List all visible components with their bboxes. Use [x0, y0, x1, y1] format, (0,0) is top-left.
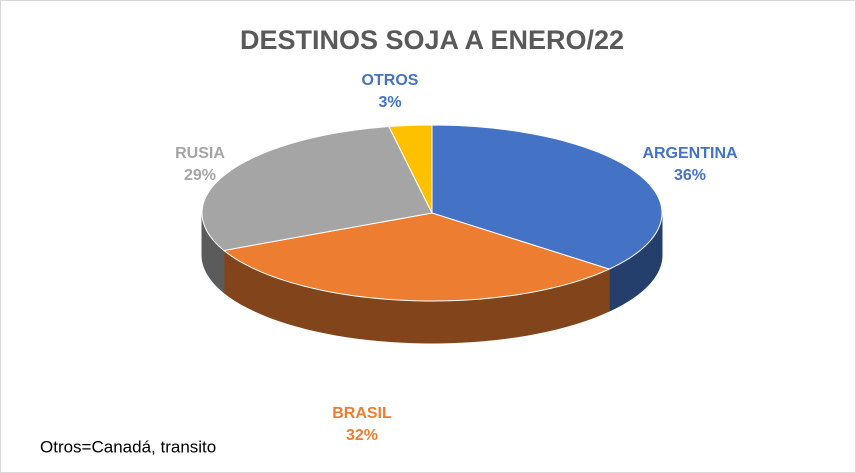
data-label-name: RUSIA — [175, 145, 225, 162]
data-label-name: OTROS — [362, 72, 419, 89]
data-label-name: ARGENTINA — [642, 145, 738, 162]
data-label-value: 36% — [674, 167, 706, 184]
slice — [388, 124, 433, 214]
slice — [431, 124, 663, 270]
data-label-value: 32% — [346, 427, 378, 444]
slice — [222, 212, 611, 302]
data-label-name: BRASIL — [332, 405, 392, 422]
pie — [201, 124, 663, 344]
data-label-value: 3% — [378, 94, 401, 111]
annotation: Otros=Canadá, transito — [40, 437, 216, 456]
data-label-value: 29% — [184, 167, 216, 184]
chart-title: DESTINOS SOJA A ENERO/22 — [240, 25, 624, 55]
slice — [201, 126, 433, 252]
